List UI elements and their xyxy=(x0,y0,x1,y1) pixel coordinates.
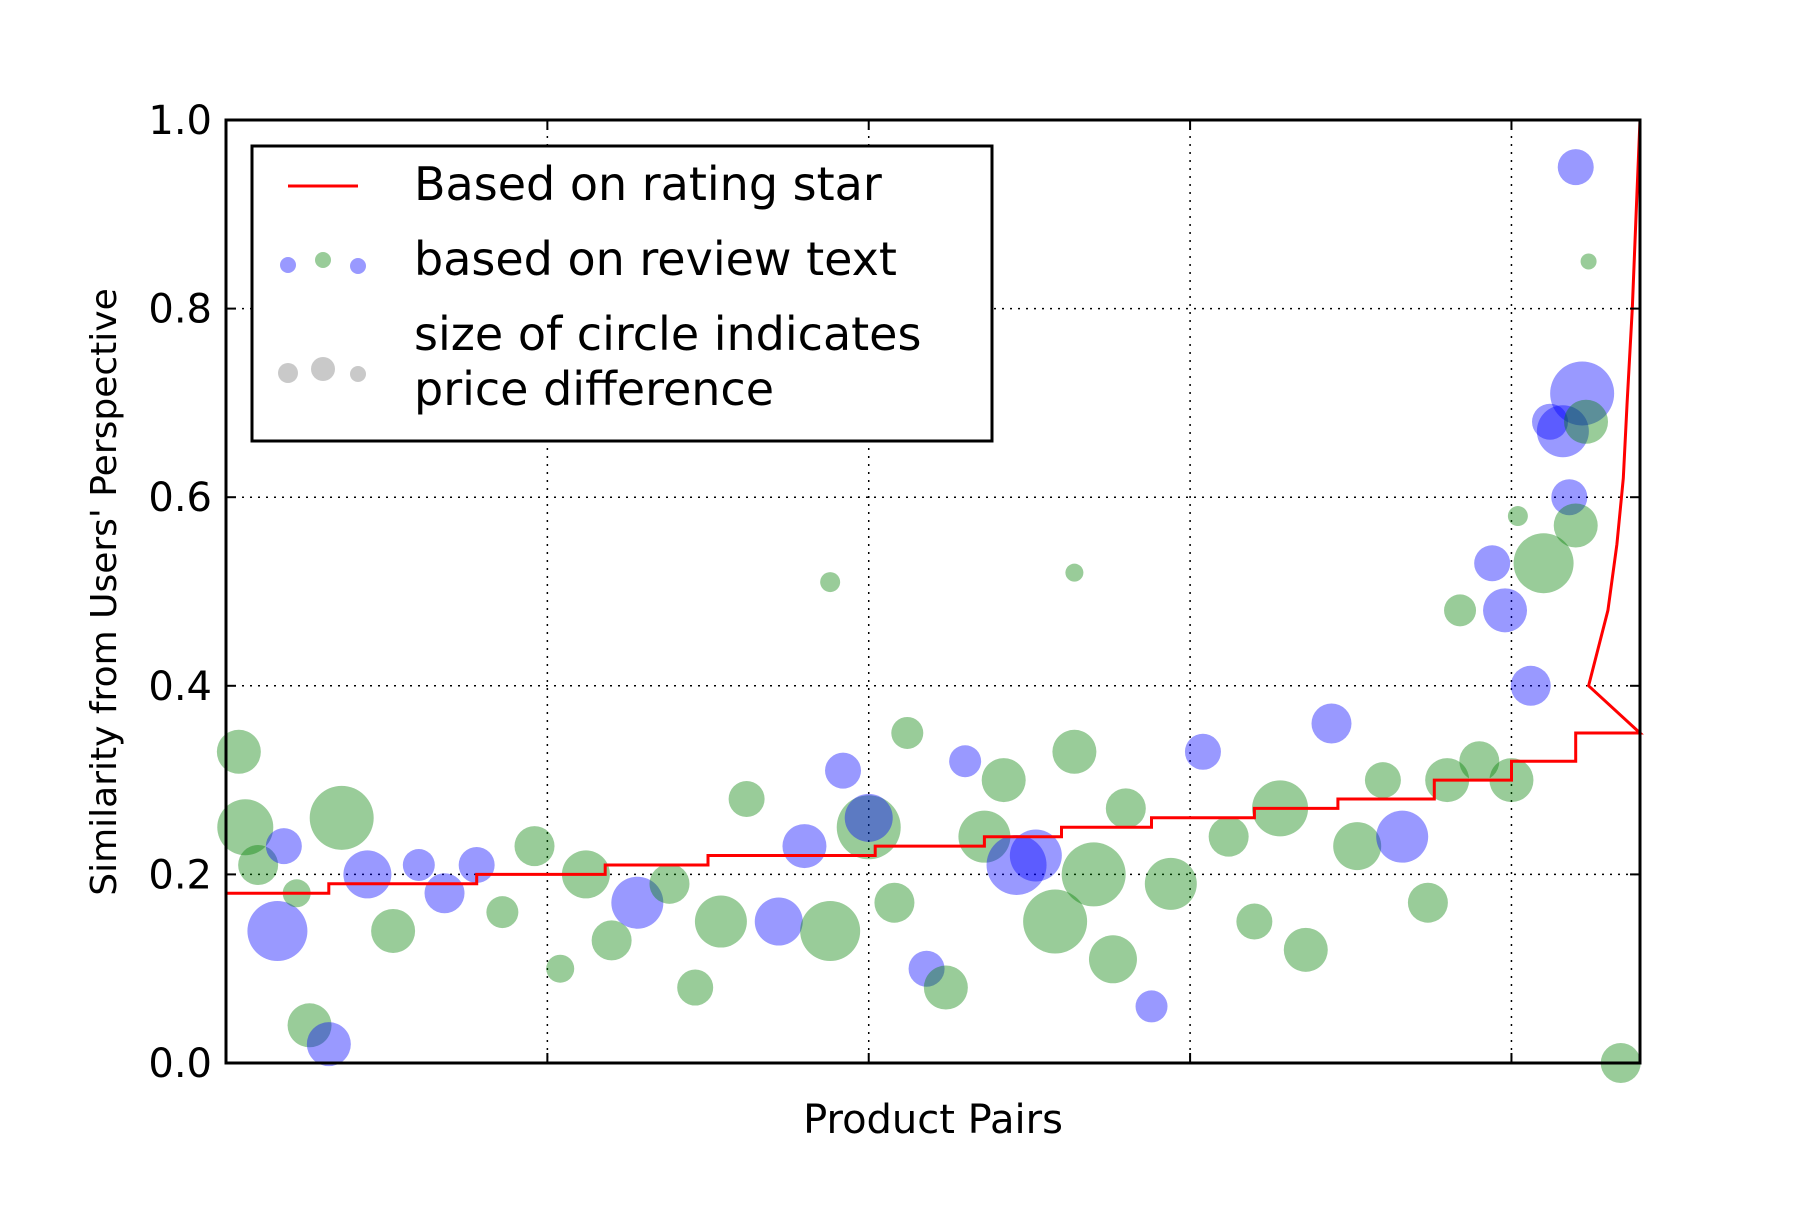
bubble-point xyxy=(1513,533,1574,594)
bubble-point xyxy=(949,745,982,778)
bubble-point xyxy=(820,572,841,593)
y-tick-label: 1.0 xyxy=(148,98,212,144)
bubble-point xyxy=(1052,729,1097,774)
bubble-point xyxy=(844,793,893,842)
legend: Based on rating star based on review tex… xyxy=(250,144,994,443)
bubble-point xyxy=(825,752,862,789)
bubble-point xyxy=(238,844,279,885)
bubble-point xyxy=(546,954,575,983)
bubble-point xyxy=(1510,665,1551,706)
bubble-point xyxy=(1061,842,1126,907)
y-axis-label: Similarity from Users' Perspective xyxy=(84,288,125,896)
y-tick-label: 0.4 xyxy=(148,664,212,710)
legend-label-size: size of circle indicates price differenc… xyxy=(414,307,936,416)
bubble-point xyxy=(1376,810,1429,863)
bubble-point xyxy=(754,897,803,946)
legend-size-dot-1 xyxy=(278,363,298,383)
bubble-point xyxy=(1088,935,1137,984)
y-tick-label: 0.6 xyxy=(148,475,212,521)
bubble-point xyxy=(1580,253,1597,270)
x-axis-label: Product Pairs xyxy=(803,1097,1063,1143)
bubble-point xyxy=(1550,361,1615,426)
bubble-point xyxy=(1564,399,1609,444)
bubble-point xyxy=(216,729,261,774)
legend-size-dot-3 xyxy=(350,366,366,382)
rating-step-line xyxy=(226,119,1644,895)
bubble-point xyxy=(514,826,555,867)
bubble-point xyxy=(1553,503,1598,548)
bubble-point xyxy=(1135,990,1168,1023)
legend-label-size-line-1: size of circle indicates xyxy=(414,307,921,361)
bubble-point xyxy=(1532,403,1569,440)
bubble-point xyxy=(1557,149,1594,186)
bubble-point xyxy=(591,920,632,961)
bubble-point xyxy=(1364,762,1401,799)
legend-review-dot-2 xyxy=(315,252,331,268)
legend-label-size-line-2: price difference xyxy=(414,362,774,416)
legend-size-dot-2 xyxy=(311,357,335,381)
bubble-point xyxy=(649,863,690,904)
y-tick-label: 0.8 xyxy=(148,287,212,333)
bubble-point xyxy=(677,969,714,1006)
bubble-point xyxy=(1333,822,1382,871)
bubble-point xyxy=(981,758,1026,803)
bubble-point xyxy=(874,882,915,923)
bubble-point xyxy=(1474,545,1511,582)
bubble-point xyxy=(217,799,274,856)
bubble-point xyxy=(247,900,308,961)
bubble-point xyxy=(371,908,416,953)
bubble-point xyxy=(1444,594,1477,627)
y-tick-label: 0.0 xyxy=(148,1041,212,1087)
bubble-point xyxy=(424,873,465,914)
bubble-points xyxy=(216,149,1641,1083)
bubble-point xyxy=(1023,889,1088,954)
bubble-point xyxy=(486,896,519,929)
bubble-point xyxy=(694,895,747,948)
bubble-point xyxy=(1236,903,1273,940)
bubble-point xyxy=(891,716,924,749)
bubble-point xyxy=(343,850,392,899)
bubble-point xyxy=(1283,927,1328,972)
bubble-point xyxy=(287,1003,332,1048)
bubble-point xyxy=(402,848,435,881)
legend-review-dot-1 xyxy=(280,257,296,273)
plot-frame xyxy=(224,118,1642,1065)
bubble-point xyxy=(265,828,302,865)
bubble-point xyxy=(923,965,968,1010)
bubble-point xyxy=(1483,588,1528,633)
rating-star-line xyxy=(226,119,1644,895)
bubble-point xyxy=(908,950,945,987)
bubble-point xyxy=(728,780,765,817)
bubble-point xyxy=(1459,741,1500,782)
legend-review-dot-3 xyxy=(350,258,366,274)
bubble-point xyxy=(1184,733,1221,770)
bubble-point xyxy=(1551,479,1588,516)
legend-label-review: based on review text xyxy=(414,232,897,286)
bubble-point xyxy=(782,824,827,869)
legend-size-swatch xyxy=(278,357,366,383)
y-axis-ticks: 0.0 0.2 0.4 0.6 0.8 1.0 xyxy=(148,98,1640,1087)
bubble-point xyxy=(1536,405,1589,458)
legend-box xyxy=(250,144,994,443)
bubble-point xyxy=(1208,816,1249,857)
legend-review-swatch xyxy=(280,252,366,274)
bubble-point xyxy=(800,900,861,961)
bubble-point xyxy=(986,834,1047,895)
bubble-point xyxy=(1311,703,1352,744)
legend-label-rating: Based on rating star xyxy=(414,157,882,211)
bubble-point xyxy=(1009,829,1062,882)
bubble-point xyxy=(1507,506,1528,527)
bubble-point xyxy=(836,795,901,860)
bubble-point xyxy=(1065,563,1084,582)
bubble-point xyxy=(1105,788,1146,829)
bubble-point xyxy=(306,1022,351,1067)
bubble-point xyxy=(309,785,374,850)
bubble-point xyxy=(1407,882,1448,923)
bubble-point xyxy=(1144,857,1197,910)
grid xyxy=(226,120,1640,1063)
y-tick-label: 0.2 xyxy=(148,852,212,898)
bubble-point xyxy=(611,876,664,929)
